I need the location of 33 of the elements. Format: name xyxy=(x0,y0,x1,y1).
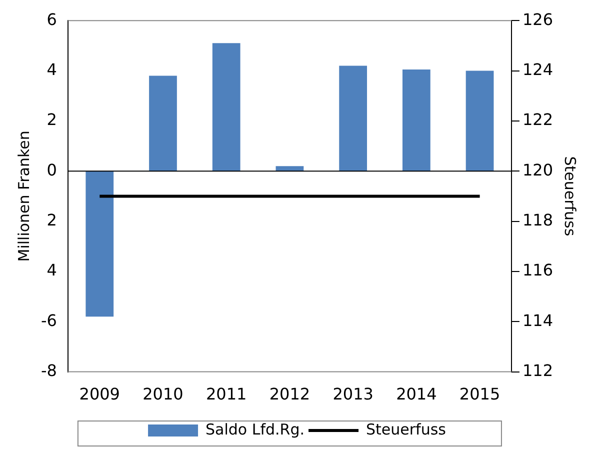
legend-label: Steuerfuss xyxy=(366,420,446,438)
y-tick-label: 2 xyxy=(46,110,57,130)
y2-tick-label: 118 xyxy=(522,210,554,230)
y2-tick-label: 124 xyxy=(522,60,554,79)
y2-tick-label: 122 xyxy=(522,110,554,130)
bar xyxy=(149,76,177,172)
y2-tick-label: 112 xyxy=(522,360,554,380)
bar xyxy=(86,171,114,317)
bar xyxy=(212,43,240,172)
x-tick-label: 2014 xyxy=(396,384,437,404)
y-tick-label: 0 xyxy=(46,160,57,180)
x-tick-label: 2011 xyxy=(206,384,247,404)
x-tick-label: 2013 xyxy=(332,384,374,404)
x-tick-label: 2010 xyxy=(142,384,184,404)
y2-tick-label: 120 xyxy=(522,160,554,180)
y2-tick-label: 114 xyxy=(522,310,554,330)
y-tick-label: 4 xyxy=(46,260,57,280)
y-tick-label: 4 xyxy=(46,60,57,79)
x-tick-label: 2015 xyxy=(459,384,500,404)
y-tick-label: 6 xyxy=(46,10,57,29)
y-tick-label: -8 xyxy=(41,360,57,380)
x-tick-label: 2009 xyxy=(79,384,120,404)
x-tick-label: 2012 xyxy=(269,384,310,404)
bar xyxy=(402,70,430,172)
bar xyxy=(339,66,368,172)
y2-tick-label: 116 xyxy=(522,260,554,280)
y-tick-label: -6 xyxy=(41,310,57,330)
y2-tick-label: 126 xyxy=(522,10,554,29)
legend-label: Saldo Lfd.Rg. xyxy=(206,420,305,438)
y2-axis-title: Steuerfuss xyxy=(561,156,580,236)
bar xyxy=(466,70,494,172)
y-tick-label: 2 xyxy=(46,210,57,230)
y-axis-title: Millionen Franken xyxy=(14,130,33,262)
